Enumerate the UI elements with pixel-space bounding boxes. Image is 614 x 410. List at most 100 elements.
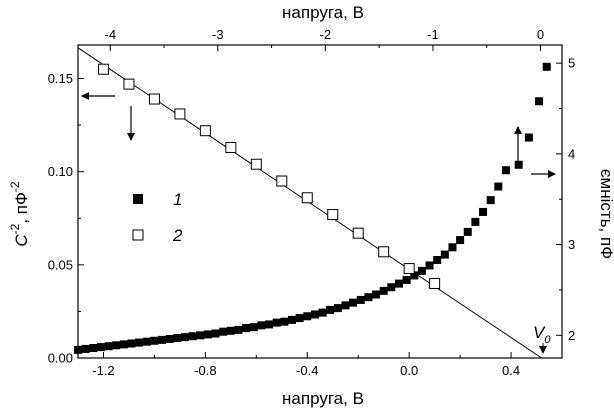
series-2-point — [225, 141, 237, 153]
series-2-point — [403, 263, 415, 275]
bottom-axis-tick-label: 0.4 — [502, 363, 520, 378]
left-axis-title-main: C — [12, 234, 31, 247]
series-1-point — [417, 266, 426, 275]
series-1-point — [234, 325, 243, 334]
top-axis-tick-label: -4 — [104, 27, 116, 42]
top-axis-tick-label: -1 — [427, 27, 439, 42]
series-1-point — [219, 327, 228, 336]
v0-annotation-sub: 0 — [544, 334, 551, 346]
v0-annotation: V0 — [533, 323, 551, 346]
series-1-point — [486, 196, 495, 205]
right-axis-tick-label: 4 — [568, 146, 575, 161]
series-1-point — [142, 337, 151, 346]
left-axis-title-unit-exp: -2 — [8, 181, 22, 192]
series-1-point — [356, 295, 365, 304]
series-1-point — [295, 314, 304, 323]
series-1-point — [135, 338, 144, 347]
series-1-point — [394, 279, 403, 288]
series-1-point — [257, 321, 266, 330]
legend-marker-series-1 — [133, 194, 143, 204]
series-1-point — [379, 286, 388, 295]
series-1-point — [173, 334, 182, 343]
right-axis-tick-label: 2 — [568, 328, 575, 343]
left-axis-tick-label: 0.00 — [48, 351, 73, 366]
series-1-point — [463, 227, 472, 236]
series-1-point — [349, 298, 358, 307]
series-1-point — [180, 333, 189, 342]
series-1-point — [471, 217, 480, 226]
series-2-point — [276, 175, 288, 187]
series-2-point — [352, 227, 364, 239]
series-1-point — [387, 283, 396, 292]
series-1-point — [479, 207, 488, 216]
right-axis-title: ємність, пФ — [597, 169, 614, 259]
series-1-point — [410, 271, 419, 280]
tick-layer — [78, 45, 563, 359]
series-2-point — [123, 78, 135, 90]
legend-marker-series-2 — [132, 229, 144, 241]
series-1-point — [318, 308, 327, 317]
series-1-point — [494, 182, 503, 191]
series-1-point — [158, 335, 167, 344]
left-axis-title: C-2, пФ-2 — [8, 181, 31, 247]
series-2-point — [174, 108, 186, 120]
series-1-point — [456, 236, 465, 245]
series-1-point — [96, 343, 105, 352]
series-1-point — [535, 97, 544, 106]
left-axis-tick-label: 0.10 — [48, 164, 73, 179]
series-1-point — [402, 275, 411, 284]
series-1-point — [440, 250, 449, 259]
legend-label-series-1: 1 — [173, 190, 182, 209]
series-1-point — [150, 336, 159, 345]
left-axis-title-unit: , пФ — [12, 192, 31, 224]
top-axis-title: напруга, В — [282, 3, 364, 22]
series-1-point — [265, 320, 274, 329]
series-1-point — [524, 133, 533, 142]
series-1-point — [127, 339, 136, 348]
series-2-point — [429, 277, 441, 289]
legend-label-series-2: 2 — [172, 226, 183, 245]
bottom-axis-title: напруга, В — [282, 389, 364, 408]
series-2-point — [148, 93, 160, 105]
series-2-point — [327, 209, 339, 221]
series-1-point — [333, 304, 342, 313]
series-1-point — [303, 312, 312, 321]
series-2-point — [97, 63, 109, 75]
series-1-point — [433, 256, 442, 265]
series-1-point — [280, 317, 289, 326]
v0-annotation-main: V — [533, 323, 546, 342]
right-axis-tick-label: 5 — [568, 56, 575, 71]
bottom-axis-tick-label: 0.0 — [400, 363, 418, 378]
series-1-point — [341, 301, 350, 310]
series-1-point — [448, 243, 457, 252]
series-1-point — [242, 324, 251, 333]
series-1-point — [89, 344, 98, 353]
tick-label-layer: -1.2 -0.8 -0.4 0.0 0.4 -4 -3 -2 -1 0 0.00 0.05 0.10 0… — [48, 27, 576, 378]
series-1-point — [196, 331, 205, 340]
series-1-point — [249, 323, 258, 332]
top-axis-tick-label: 0 — [537, 27, 544, 42]
series-1-point — [119, 340, 128, 349]
series-1-point — [81, 344, 90, 353]
series-layer — [74, 62, 551, 354]
series-2-point — [250, 158, 262, 170]
series-1-point — [372, 290, 381, 299]
series-1-point — [310, 310, 319, 319]
top-axis-tick-label: -3 — [212, 27, 224, 42]
series-1-point — [364, 293, 373, 302]
series-1-point — [165, 334, 174, 343]
series-1-point — [326, 305, 335, 314]
series-1-point — [112, 341, 121, 350]
series-2-point — [378, 246, 390, 258]
series-2-point — [301, 192, 313, 204]
series-1-point — [203, 330, 212, 339]
series-1-point — [514, 160, 523, 169]
plot-frame — [77, 44, 563, 359]
left-axis-tick-label: 0.15 — [48, 71, 73, 86]
left-axis-tick-label: 0.05 — [48, 257, 73, 272]
series-1-point — [226, 326, 235, 335]
series-1-point — [211, 329, 220, 338]
top-axis-tick-label: -2 — [320, 27, 332, 42]
